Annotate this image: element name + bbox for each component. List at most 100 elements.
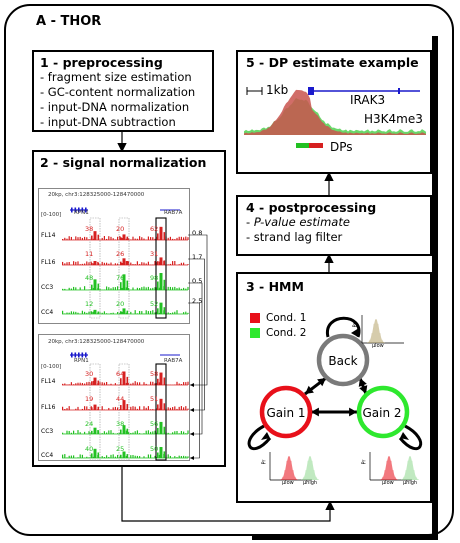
noise-bar <box>73 455 75 458</box>
noise-bar <box>139 236 141 240</box>
peak-value: 76 <box>116 274 125 282</box>
noise-bar <box>176 408 178 410</box>
peak <box>91 407 93 410</box>
peak <box>122 400 126 410</box>
axis-label-high: μhigh <box>403 480 418 486</box>
noise-bar <box>99 381 101 385</box>
noise-bar <box>73 261 75 265</box>
peak-value: 62 <box>150 225 159 233</box>
peak <box>159 226 163 240</box>
exon <box>308 87 314 95</box>
noise-bar <box>143 456 145 458</box>
noise-bar <box>136 430 138 434</box>
noise-bar <box>176 288 178 290</box>
noise-bar <box>108 236 110 240</box>
noise-bar <box>178 383 180 385</box>
noise-bar <box>101 433 103 434</box>
noise-bar <box>117 263 119 265</box>
noise-bar <box>139 433 141 434</box>
noise-bar <box>73 384 75 385</box>
noise-bar <box>176 237 178 240</box>
peak <box>159 273 163 290</box>
figure-title: A - THOR <box>36 14 102 29</box>
noise-bar <box>121 433 123 434</box>
noise-bar <box>75 408 77 410</box>
hmm-state <box>259 385 313 439</box>
exon <box>74 207 77 213</box>
noise-bar <box>110 262 112 265</box>
noise-bar <box>62 432 64 434</box>
noise-bar <box>92 263 94 265</box>
peak <box>91 453 93 458</box>
noise-bar <box>147 286 149 290</box>
noise-bar <box>158 382 160 385</box>
noise-bar <box>84 236 86 240</box>
noise-bar <box>108 456 110 458</box>
arrowhead <box>190 383 194 387</box>
noise-bar <box>119 289 121 290</box>
noise-bar <box>101 261 103 265</box>
noise-bar <box>147 430 149 434</box>
noise-bar <box>134 431 136 434</box>
mark-label: H3K4me3 <box>364 112 423 126</box>
noise-bar <box>178 287 180 290</box>
peak <box>97 262 100 265</box>
peak-value: 50 <box>150 445 159 453</box>
noise-bar <box>99 433 101 434</box>
noise-bar <box>134 381 136 385</box>
noise-bar <box>108 384 110 385</box>
noise-bar <box>154 455 156 458</box>
noise-bar <box>150 381 152 385</box>
noise-bar <box>178 264 180 265</box>
noise-bar <box>62 454 64 458</box>
noise-bar <box>92 311 94 314</box>
peak-value: 26 <box>116 250 125 258</box>
noise-bar <box>169 286 171 290</box>
peak-value: 64 <box>116 370 125 378</box>
noise-bar <box>185 433 187 434</box>
noise-bar <box>64 383 66 385</box>
noise-bar <box>158 454 160 458</box>
noise-bar <box>88 409 90 410</box>
peak <box>157 452 159 458</box>
noise-bar <box>64 288 66 290</box>
noise-bar <box>117 433 119 434</box>
peak <box>97 380 100 385</box>
noise-bar <box>154 261 156 265</box>
noise-bar <box>125 409 127 410</box>
noise-bar <box>117 312 119 314</box>
exon <box>85 352 87 358</box>
arrowhead <box>190 432 194 436</box>
noise-bar <box>183 455 185 458</box>
noise-bar <box>106 455 108 458</box>
signal-area-cond1 <box>244 89 426 135</box>
noise-bar <box>178 406 180 410</box>
peak <box>97 234 100 240</box>
peak <box>126 260 129 265</box>
self-loop <box>398 424 423 451</box>
peak <box>120 454 122 458</box>
noise-bar <box>75 287 77 290</box>
noise-bar <box>101 406 103 410</box>
noise-bar <box>154 238 156 240</box>
peak <box>93 309 97 314</box>
noise-bar <box>86 406 88 410</box>
noise-bar <box>154 312 156 314</box>
noise-bar <box>147 406 149 410</box>
noise-bar <box>88 239 90 240</box>
noise-bar <box>147 261 149 265</box>
noise-bar <box>134 310 136 314</box>
hmm-state <box>356 385 410 439</box>
norm-factor: 0.8 <box>192 229 203 237</box>
legend-swatch <box>250 313 260 323</box>
peak <box>120 282 122 290</box>
noise-bar <box>158 312 160 314</box>
noise-bar <box>154 409 156 410</box>
noise-bar <box>136 408 138 410</box>
noise-bar <box>172 261 174 265</box>
noise-bar <box>79 236 81 240</box>
hmm-box: 3 - HMM <box>236 272 432 503</box>
noise-bar <box>147 311 149 314</box>
peak-value: 19 <box>85 395 94 403</box>
gene-label: RAB7A <box>164 358 183 364</box>
